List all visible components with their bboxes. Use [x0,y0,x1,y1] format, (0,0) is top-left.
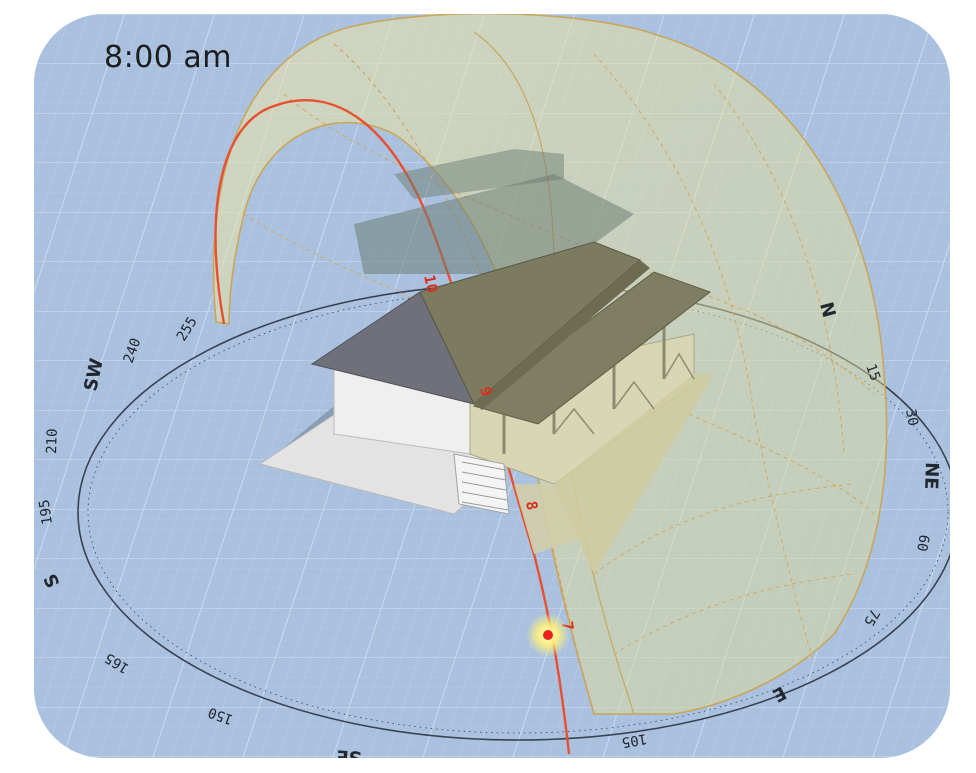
degree-label-195: 195 [37,498,56,525]
sun-marker[interactable] [526,613,570,657]
degree-label-105: 105 [620,730,648,750]
degree-label-75: 75 [860,606,882,629]
building-shadow-projection [354,149,634,274]
scene-canvas[interactable]: 10 9 8 7 15 30 60 75 105 120 150 165 195… [34,14,950,758]
compass-southeast-label: SE [336,745,363,758]
degree-label-60: 60 [913,533,932,552]
hour-label-8: 8 [522,500,541,512]
sun-path-3d-viewport[interactable]: 10 9 8 7 15 30 60 75 105 120 150 165 195… [34,14,950,758]
compass-northeast-label: NE [920,462,942,490]
degree-label-30: 30 [902,408,921,427]
house-model[interactable] [258,241,714,574]
hour-label-9: 9 [476,385,495,398]
compass-degree-labels: 15 30 60 75 105 120 150 165 195 210 240 … [37,314,932,750]
degree-label-210: 210 [44,428,61,454]
hour-label-10: 10 [420,273,441,294]
degree-label-15: 15 [862,362,883,383]
compass-north-label: N [815,300,839,320]
current-time-label: 8:00 am [104,40,233,75]
